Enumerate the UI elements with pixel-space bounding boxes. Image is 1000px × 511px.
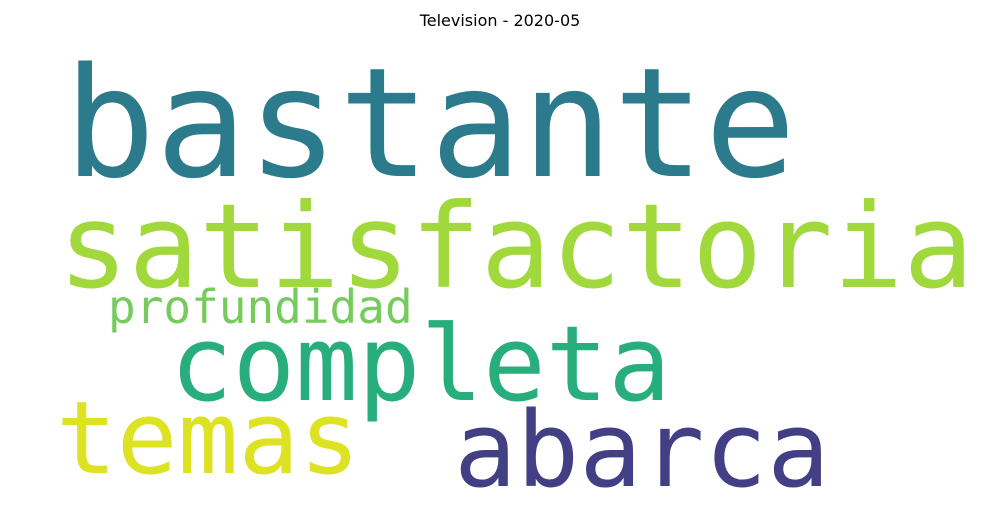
word-abarca: abarca (454, 398, 830, 502)
word-temas: temas (56, 388, 360, 489)
word-cloud: bastante satisfactoria profundidad compl… (0, 0, 1000, 500)
